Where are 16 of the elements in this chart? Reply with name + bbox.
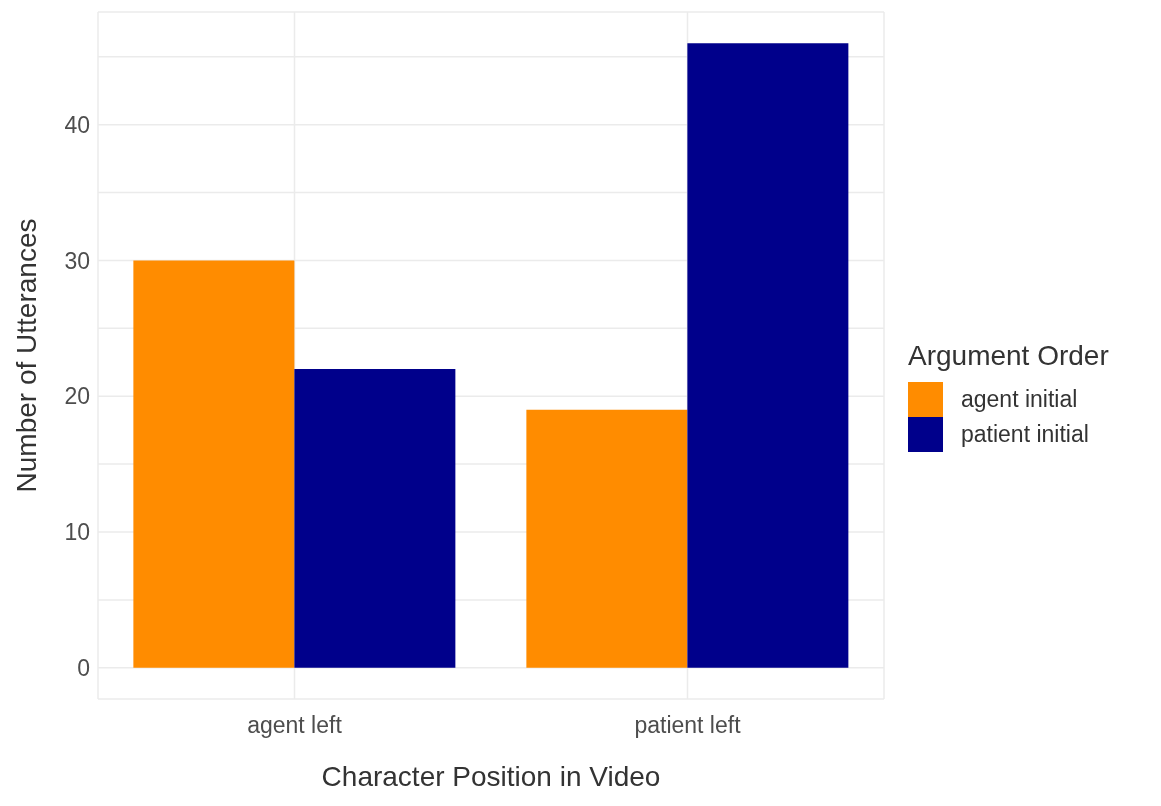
y-tick-label: 30	[64, 247, 90, 274]
bar	[294, 369, 456, 668]
legend-title: Argument Order	[908, 340, 1109, 372]
y-tick-label: 40	[64, 111, 90, 138]
legend-label: patient initial	[961, 421, 1089, 448]
legend-label: agent initial	[961, 386, 1078, 413]
x-axis-title: Character Position in Video	[321, 761, 661, 792]
y-tick-label: 10	[64, 519, 90, 546]
x-tick-label: agent left	[247, 712, 343, 739]
y-tick-label: 20	[64, 383, 90, 410]
y-tick-label: 0	[77, 654, 90, 681]
bar	[687, 43, 849, 668]
bar	[526, 409, 688, 668]
bar	[133, 260, 295, 668]
x-tick-label: patient left	[634, 712, 742, 739]
y-axis-title: Number of Utterances	[10, 218, 42, 493]
